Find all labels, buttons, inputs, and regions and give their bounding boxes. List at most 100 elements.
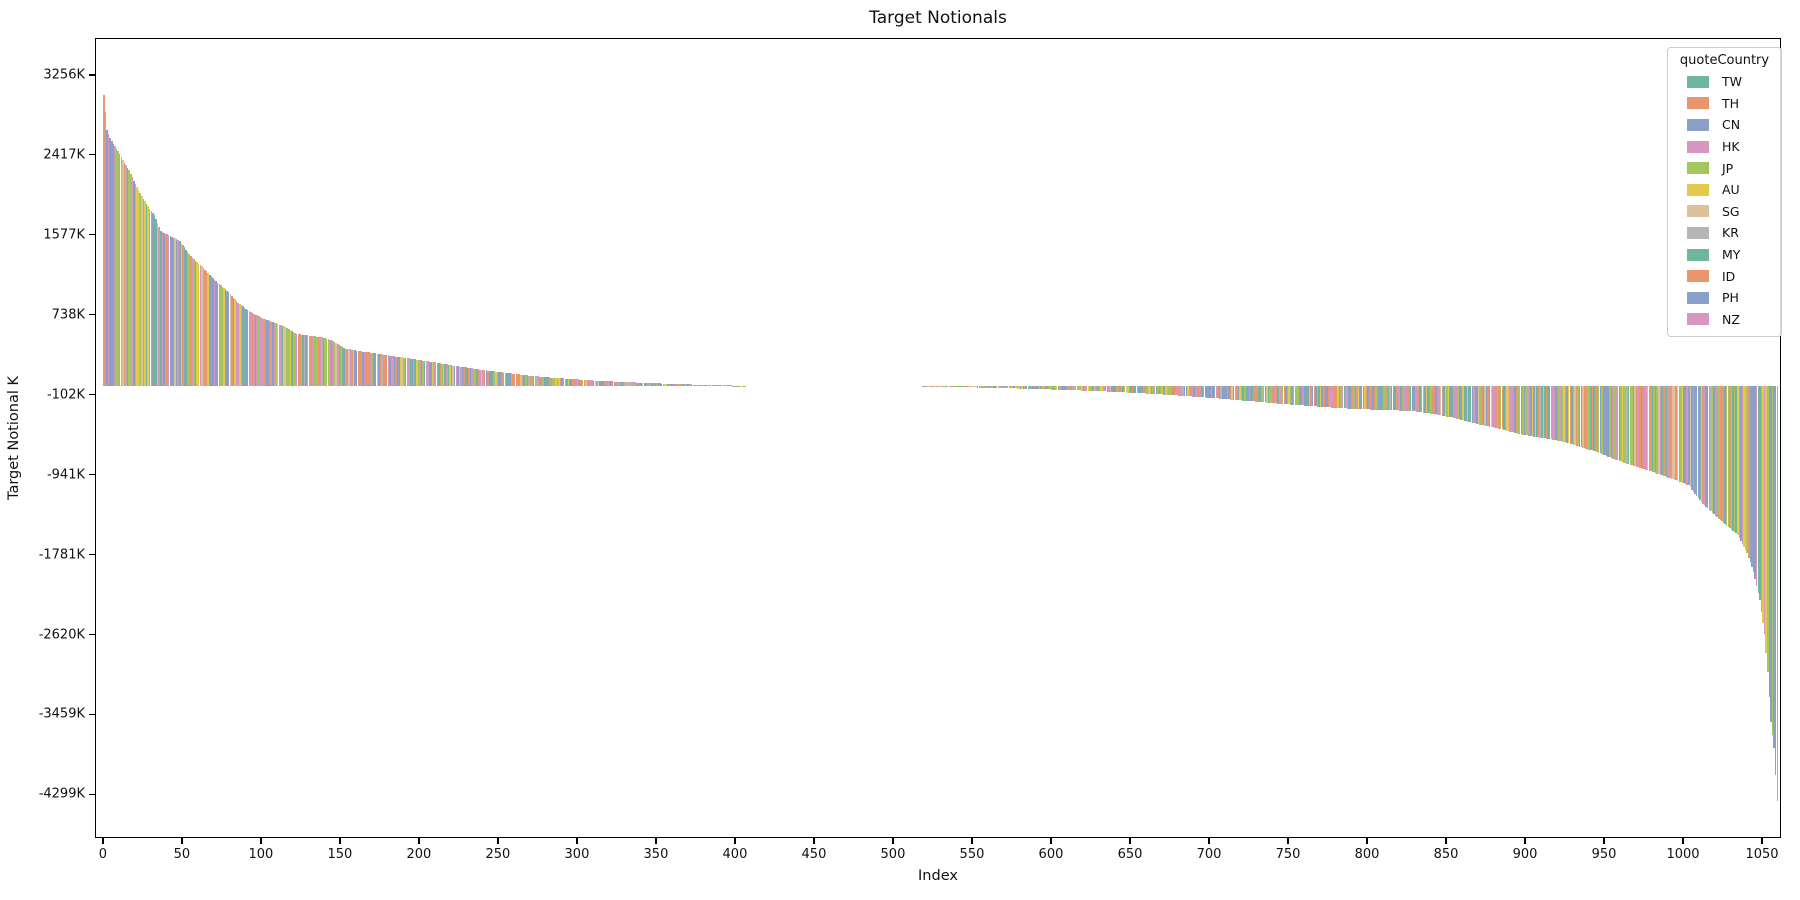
bar [1556,385,1559,441]
legend-swatch-icon [1687,291,1709,304]
bar [1700,385,1703,503]
bar [1512,385,1515,433]
bar [115,148,118,386]
bar [239,303,241,386]
bar [144,201,146,386]
x-tick-label: 150 [327,847,353,862]
bar [1188,385,1191,397]
bar [506,372,508,386]
x-tick-label: 350 [643,847,669,862]
bar [1455,385,1458,419]
bar [521,374,524,386]
x-tick-label: 1050 [1745,847,1779,862]
bar [491,371,494,386]
x-tick-label: 100 [248,847,274,862]
bar [1085,385,1088,391]
bar [204,269,206,386]
bar [1395,385,1398,411]
bar [1217,385,1219,399]
bar [313,336,315,386]
bar [201,266,203,386]
bar [409,358,412,386]
bar [1134,385,1137,393]
bar [262,318,265,386]
bar [932,385,935,387]
bar [1048,385,1050,390]
bar [1531,385,1534,437]
bar [1006,385,1009,389]
bar [1163,385,1165,395]
bar [1722,385,1725,523]
bar [1144,385,1146,394]
bar [649,383,652,386]
bar [1708,385,1711,510]
bar [942,385,944,387]
bar [1398,385,1401,411]
bar [1665,385,1668,478]
bar [1616,385,1619,461]
x-tick-mark [1524,838,1526,844]
bar [1221,385,1224,399]
legend-swatch-icon [1687,226,1709,239]
bar [1063,385,1066,390]
bar [1471,385,1474,423]
bar [672,383,674,386]
bar [995,385,998,388]
y-tick-label: -3459K [38,706,85,722]
bar [1127,385,1129,393]
bar [927,385,930,387]
bar [152,212,154,386]
bar [227,292,230,386]
y-tick-label: -2620K [38,627,85,643]
bar [1602,385,1605,455]
legend-entries: TW TH CN HK JP AU SG KR MY ID PH NZ [1674,71,1775,330]
bar [1122,385,1124,393]
bar [397,356,399,386]
bar [1025,385,1028,389]
bar [1498,385,1500,429]
bar [700,384,702,386]
bar [417,359,420,386]
bar [183,247,186,386]
bar [288,328,290,386]
bar [218,283,220,386]
bar [1112,385,1115,392]
bar [411,358,413,386]
bar [476,369,478,386]
bar [555,377,557,386]
bar [232,297,235,386]
bar [283,326,285,386]
bar [1092,385,1094,391]
bar [1430,385,1432,414]
bar [1580,385,1583,448]
bar [1699,385,1701,501]
bar [253,313,255,386]
bar [190,256,192,386]
bar [1337,385,1339,408]
bar [299,334,301,386]
bar [1353,385,1355,409]
bar [664,383,666,386]
bar [591,380,593,386]
legend-entry-th: TH [1674,93,1775,115]
bar [363,351,366,386]
bar [1073,385,1075,391]
bar [1082,385,1085,391]
bar [389,355,391,386]
bar [1172,385,1175,396]
bar [1041,385,1044,390]
y-tick-mark [89,394,95,396]
bar [640,382,642,386]
bar [1507,385,1510,432]
legend-entry-cn: CN [1674,114,1775,136]
bar [1364,385,1366,410]
bar [1582,385,1584,448]
bar [474,368,476,386]
bar [109,138,111,386]
bar [1506,385,1508,431]
bar [1713,385,1715,515]
bar [1607,385,1609,457]
bar [539,376,541,386]
bar [1675,385,1677,481]
bar [1495,385,1497,429]
